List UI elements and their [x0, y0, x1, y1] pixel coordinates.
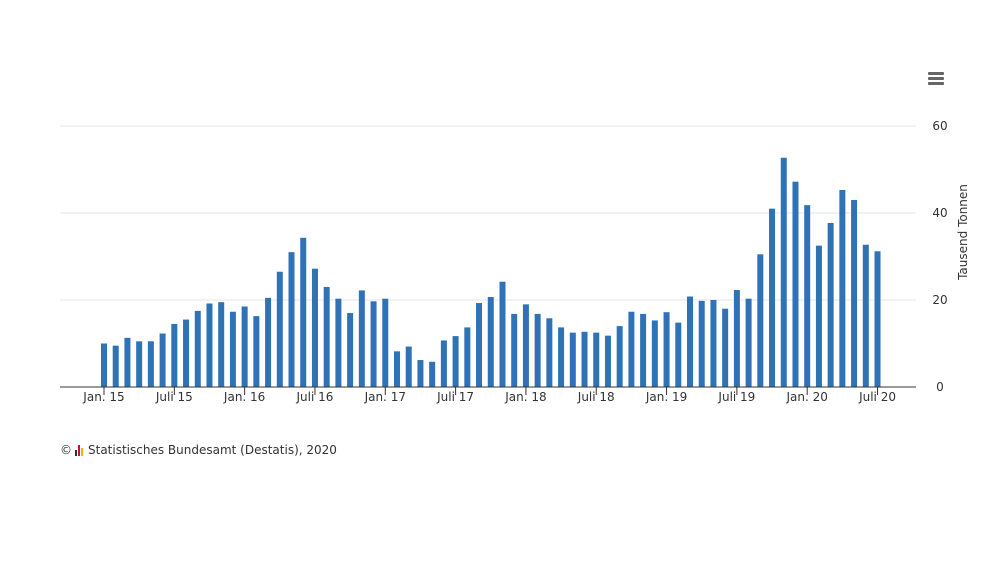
bar[interactable]	[522, 304, 529, 387]
bar[interactable]	[558, 327, 565, 387]
x-tick-label: Jan. 18	[504, 390, 546, 404]
bar[interactable]	[464, 327, 471, 387]
bar[interactable]	[593, 332, 600, 388]
bar[interactable]	[300, 237, 307, 387]
bar[interactable]	[194, 310, 201, 388]
bar[interactable]	[616, 326, 623, 387]
bar[interactable]	[651, 320, 658, 387]
bar[interactable]	[358, 290, 365, 387]
bar[interactable]	[663, 312, 670, 387]
bar[interactable]	[827, 223, 834, 387]
x-tick-label: Juli 18	[577, 390, 615, 404]
bar[interactable]	[511, 313, 518, 387]
bar[interactable]	[722, 308, 729, 387]
credits: © Statistisches Bundesamt (Destatis), 20…	[60, 443, 337, 457]
bar[interactable]	[429, 361, 436, 387]
bar[interactable]	[241, 306, 248, 387]
bar[interactable]	[769, 208, 776, 387]
x-tick-label: Juli 16	[296, 390, 334, 404]
bar[interactable]	[476, 303, 483, 387]
bar[interactable]	[710, 300, 717, 387]
bar[interactable]	[499, 281, 506, 387]
x-axis: Jan. 15 Juli 15 Jan. 16 Juli 16 Jan. 17 Juli …	[60, 386, 916, 404]
hamburger-menu-icon-line	[928, 77, 944, 80]
bar[interactable]	[604, 335, 611, 387]
x-tick-label: Jan. 19	[645, 390, 687, 404]
bar[interactable]	[370, 301, 377, 387]
hamburger-menu-icon	[928, 72, 944, 75]
bar[interactable]	[417, 360, 424, 387]
copyright-symbol: ©	[60, 443, 72, 457]
x-tick-label: Juli 19	[717, 390, 755, 404]
chart-menu-button[interactable]	[924, 68, 948, 90]
y-axis-title: Tausend Tonnen	[956, 184, 970, 281]
bar[interactable]	[218, 302, 225, 387]
bar[interactable]	[862, 244, 869, 387]
bar[interactable]	[452, 336, 459, 387]
bar[interactable]	[487, 296, 494, 387]
bar[interactable]	[147, 341, 154, 387]
bar[interactable]	[757, 254, 764, 387]
bar[interactable]	[335, 298, 342, 387]
x-tick-label: Jan. 17	[364, 390, 406, 404]
credits-text: Statistisches Bundesamt (Destatis), 2020	[88, 443, 337, 457]
bar[interactable]	[101, 343, 107, 388]
x-tick-label: Juli 17	[436, 390, 474, 404]
bar[interactable]	[874, 251, 881, 387]
bar[interactable]	[183, 319, 190, 387]
bar-series	[101, 157, 881, 388]
bar[interactable]	[780, 157, 787, 387]
bar[interactable]	[581, 331, 588, 387]
bar[interactable]	[347, 313, 354, 387]
bar[interactable]	[124, 337, 131, 387]
bar[interactable]	[546, 318, 553, 387]
y-tick-label: 60	[932, 119, 947, 133]
gridlines	[60, 125, 916, 301]
bar[interactable]	[229, 311, 236, 387]
bar[interactable]	[311, 268, 318, 387]
bar[interactable]	[815, 245, 822, 388]
y-tick-label: 40	[932, 206, 947, 220]
bar[interactable]	[288, 252, 295, 387]
bar[interactable]	[440, 340, 447, 387]
bar[interactable]	[698, 300, 705, 387]
bar[interactable]	[394, 351, 400, 387]
y-axis: 0 20 40 60	[932, 119, 947, 394]
bar[interactable]	[265, 297, 272, 387]
bar[interactable]	[323, 286, 330, 387]
destatis-logo-icon	[75, 444, 84, 456]
bar[interactable]	[136, 341, 143, 387]
bar[interactable]	[171, 323, 178, 387]
bar[interactable]	[640, 313, 647, 387]
bar[interactable]	[628, 311, 635, 387]
bar[interactable]	[405, 346, 412, 387]
bar[interactable]	[206, 303, 213, 387]
x-tick-label: Jan. 15	[82, 390, 124, 404]
bar[interactable]	[276, 271, 283, 387]
bar[interactable]	[804, 205, 811, 387]
bar[interactable]	[534, 313, 541, 387]
bar[interactable]	[733, 290, 740, 387]
bar[interactable]	[253, 316, 260, 387]
x-tick-label: Jan. 20	[785, 390, 827, 404]
bar[interactable]	[382, 298, 389, 387]
bar[interactable]	[675, 322, 682, 387]
bar[interactable]	[851, 199, 858, 387]
bar[interactable]	[112, 345, 119, 387]
hamburger-menu-icon-line	[928, 82, 944, 85]
bar[interactable]	[745, 298, 752, 387]
y-tick-label: 0	[936, 380, 944, 394]
bar[interactable]	[569, 332, 576, 388]
x-tick-label: Jan. 16	[223, 390, 265, 404]
x-tick-label: Juli 20	[858, 390, 896, 404]
bar[interactable]	[687, 296, 693, 387]
bar[interactable]	[792, 181, 799, 387]
bar[interactable]	[839, 189, 846, 387]
x-tick-label: Juli 15	[155, 390, 193, 404]
bar[interactable]	[159, 333, 166, 388]
y-tick-label: 20	[932, 293, 947, 307]
